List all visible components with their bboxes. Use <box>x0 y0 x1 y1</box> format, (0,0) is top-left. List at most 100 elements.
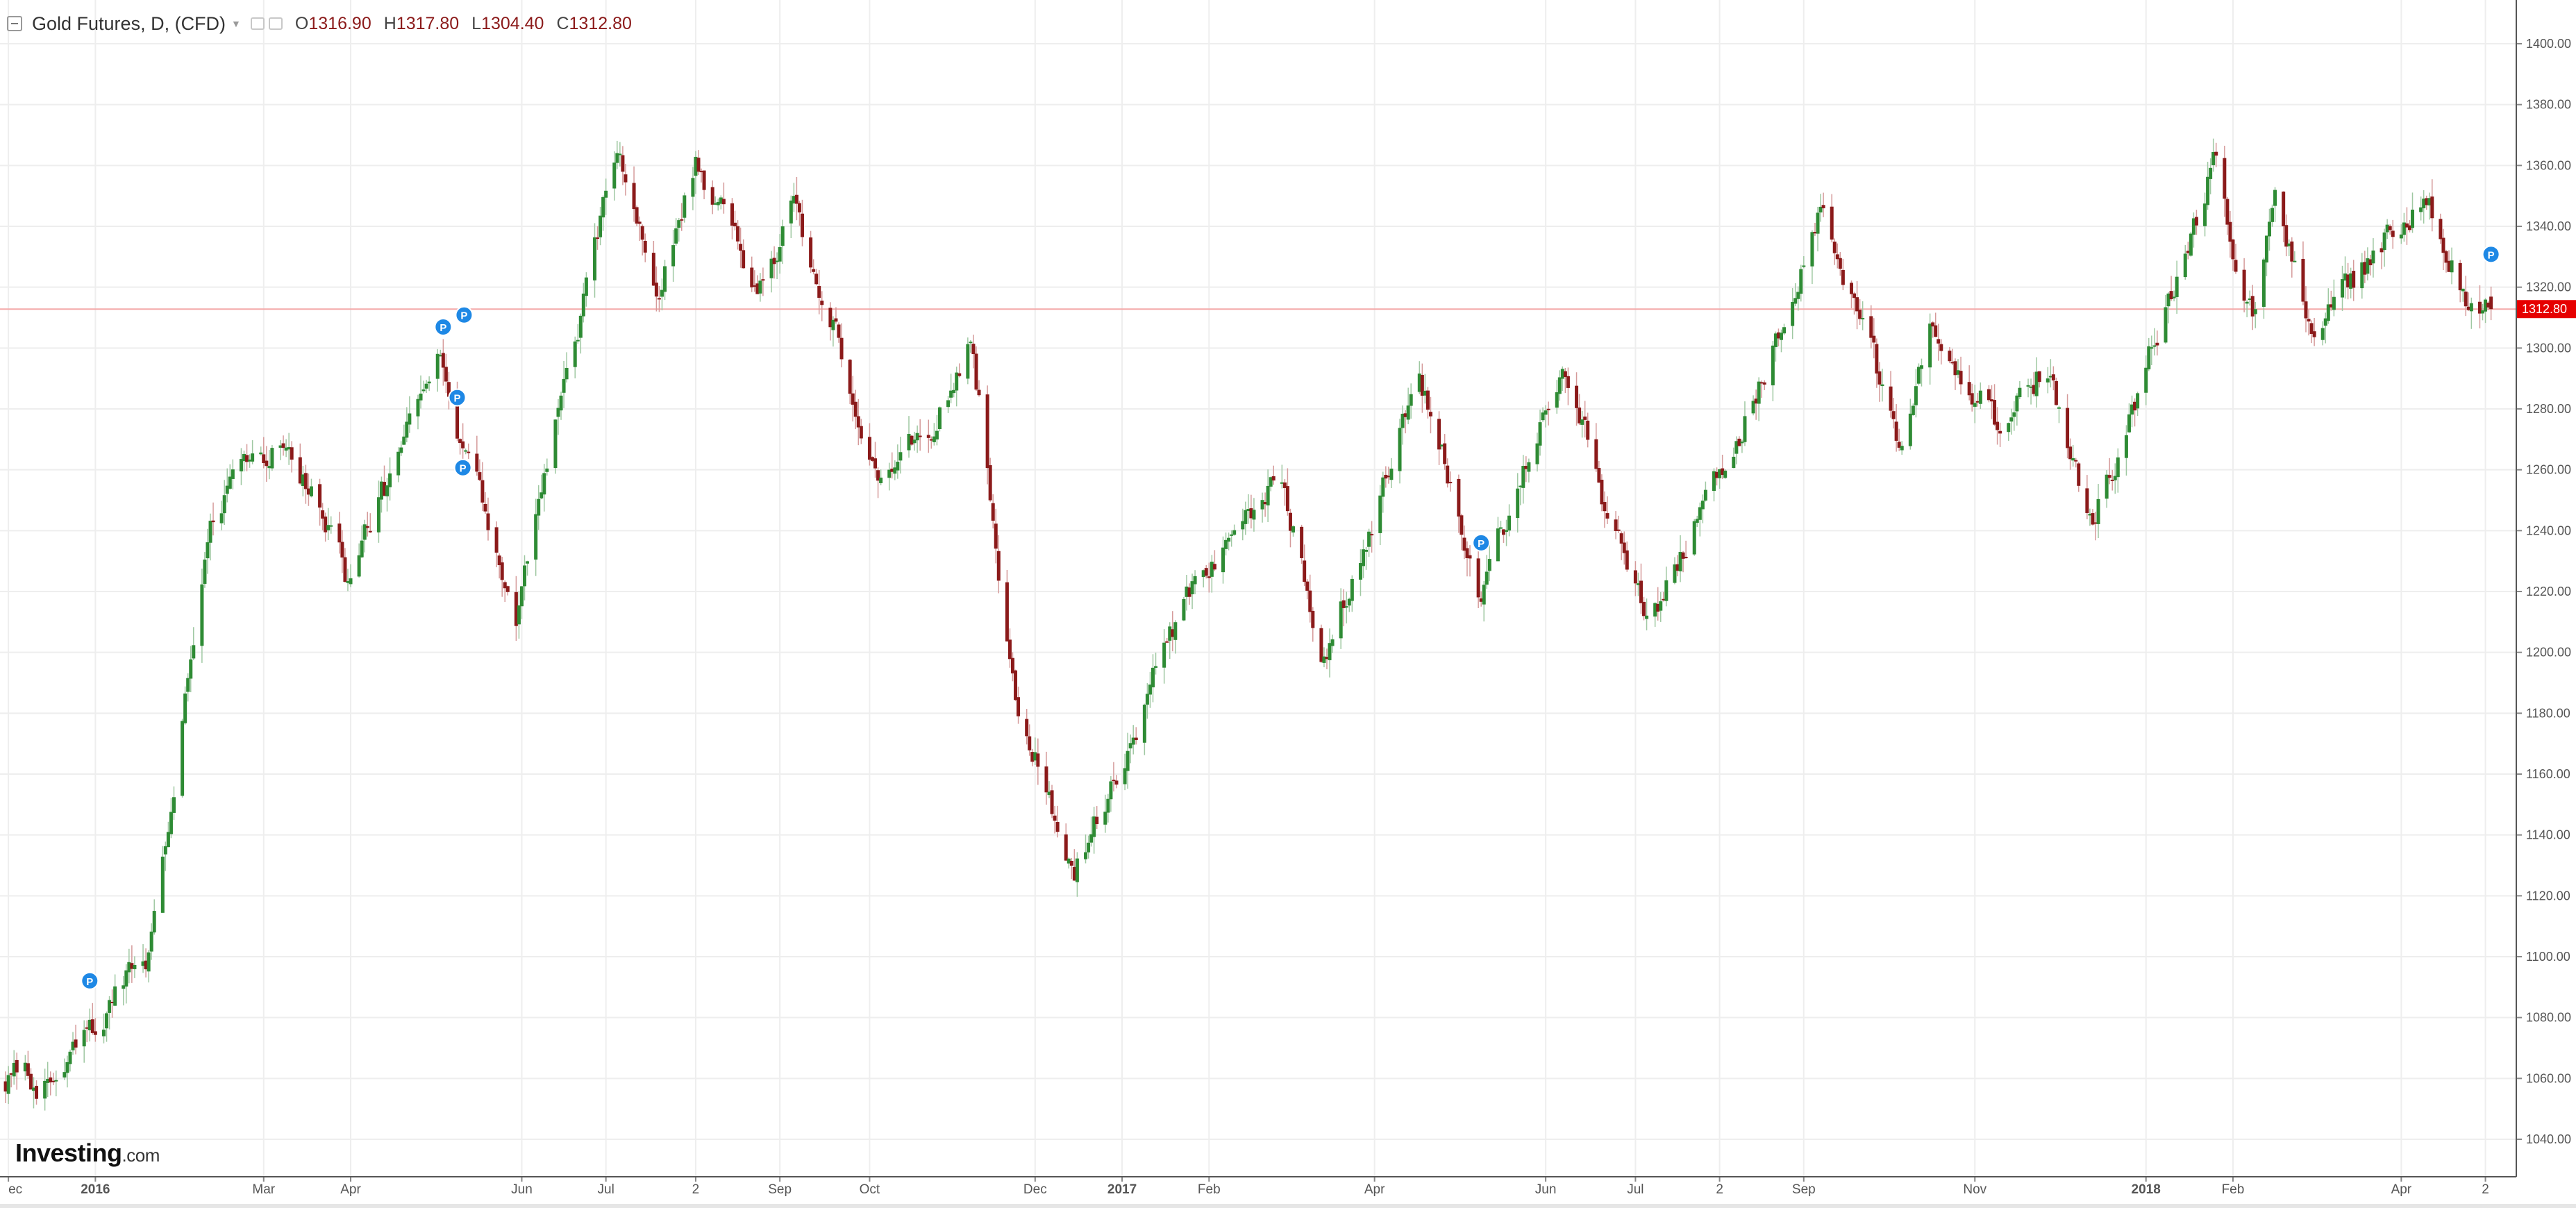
candle[interactable] <box>1044 751 1048 805</box>
candle[interactable] <box>2411 192 2415 233</box>
candle[interactable] <box>85 1020 89 1043</box>
candle[interactable] <box>1221 536 1225 584</box>
candle[interactable] <box>1417 361 1421 394</box>
candle[interactable] <box>1897 428 1901 451</box>
event-marker-icon[interactable]: P <box>455 305 474 324</box>
candle[interactable] <box>324 512 328 542</box>
candle[interactable] <box>2419 196 2423 221</box>
candle[interactable] <box>408 396 412 433</box>
candle[interactable] <box>710 180 714 215</box>
candle[interactable] <box>2349 267 2353 299</box>
candle[interactable] <box>576 324 580 344</box>
candle[interactable] <box>71 1032 75 1055</box>
candle[interactable] <box>624 163 628 196</box>
candle[interactable] <box>1950 349 1955 365</box>
candle[interactable] <box>1692 519 1696 556</box>
candle[interactable] <box>721 182 726 214</box>
candle[interactable] <box>553 419 558 474</box>
candle[interactable] <box>2304 286 2308 333</box>
candle[interactable] <box>1580 410 1584 438</box>
candle[interactable] <box>2352 260 2356 301</box>
candle[interactable] <box>1625 541 1629 572</box>
candle[interactable] <box>1715 467 1719 486</box>
candle[interactable] <box>1232 524 1237 536</box>
candle[interactable] <box>1384 466 1388 488</box>
candle[interactable] <box>2461 288 2465 302</box>
candle[interactable] <box>733 210 737 230</box>
candle[interactable] <box>657 285 661 312</box>
candle[interactable] <box>1575 372 1579 426</box>
candle[interactable] <box>519 586 524 619</box>
candle[interactable] <box>537 485 541 530</box>
candle[interactable] <box>2214 142 2218 167</box>
candle[interactable] <box>1114 775 1119 789</box>
candle[interactable] <box>1280 464 1284 489</box>
candle[interactable] <box>1948 346 1952 364</box>
candle[interactable] <box>1838 252 1842 276</box>
candle[interactable] <box>1636 572 1640 596</box>
candle[interactable] <box>93 1018 97 1042</box>
candle[interactable] <box>2223 145 2227 217</box>
candle[interactable] <box>2425 195 2429 210</box>
candle[interactable] <box>1162 629 1166 684</box>
candle[interactable] <box>1993 384 1997 426</box>
candle[interactable] <box>2320 321 2325 346</box>
candle[interactable] <box>2481 303 2485 321</box>
candle[interactable] <box>736 220 740 250</box>
candle[interactable] <box>640 224 644 255</box>
candle[interactable] <box>867 423 871 466</box>
candle[interactable] <box>160 846 165 913</box>
candle[interactable] <box>62 1058 67 1080</box>
candle[interactable] <box>831 316 835 347</box>
candle[interactable] <box>321 503 325 530</box>
candle[interactable] <box>1633 561 1637 596</box>
candle[interactable] <box>637 216 642 241</box>
candle[interactable] <box>192 627 196 660</box>
candle[interactable] <box>1821 192 1825 217</box>
candle[interactable] <box>2144 355 2148 405</box>
candle[interactable] <box>1246 494 1251 524</box>
candle[interactable] <box>2341 265 2345 311</box>
candle[interactable] <box>1732 447 1736 469</box>
candle[interactable] <box>654 266 658 312</box>
candle[interactable] <box>1406 387 1410 425</box>
candle[interactable] <box>1341 589 1346 627</box>
candle[interactable] <box>2253 301 2257 328</box>
candle[interactable] <box>578 313 583 354</box>
candle[interactable] <box>853 389 858 430</box>
candle[interactable] <box>26 1050 30 1079</box>
candle[interactable] <box>127 948 131 984</box>
candle[interactable] <box>248 454 252 468</box>
candle[interactable] <box>851 376 855 422</box>
candle[interactable] <box>203 552 207 588</box>
candle[interactable] <box>1959 356 1963 395</box>
candle[interactable] <box>2085 475 2089 519</box>
candle[interactable] <box>2175 260 2179 314</box>
candle[interactable] <box>382 465 386 496</box>
candle[interactable] <box>259 446 263 456</box>
candle[interactable] <box>1673 557 1677 585</box>
candle[interactable] <box>887 462 892 491</box>
candle[interactable] <box>1288 508 1292 548</box>
candle[interactable] <box>596 226 600 250</box>
candle[interactable] <box>1479 591 1483 607</box>
candle[interactable] <box>1908 399 1912 450</box>
candle[interactable] <box>1126 732 1130 789</box>
candle[interactable] <box>1440 444 1444 450</box>
candle[interactable] <box>2293 251 2297 262</box>
candle[interactable] <box>876 467 880 498</box>
candle[interactable] <box>421 380 426 394</box>
candle[interactable] <box>141 943 145 973</box>
candle[interactable] <box>2068 438 2073 470</box>
candle[interactable] <box>1740 439 1744 453</box>
candle[interactable] <box>467 443 471 459</box>
candle[interactable] <box>1519 485 1523 505</box>
candle[interactable] <box>1975 393 1980 407</box>
candle[interactable] <box>1583 401 1587 438</box>
candle[interactable] <box>834 307 838 324</box>
candle[interactable] <box>859 419 863 444</box>
candle[interactable] <box>2113 463 2117 494</box>
candle[interactable] <box>926 419 930 453</box>
candle[interactable] <box>2273 187 2277 222</box>
candle[interactable] <box>1639 563 1643 614</box>
